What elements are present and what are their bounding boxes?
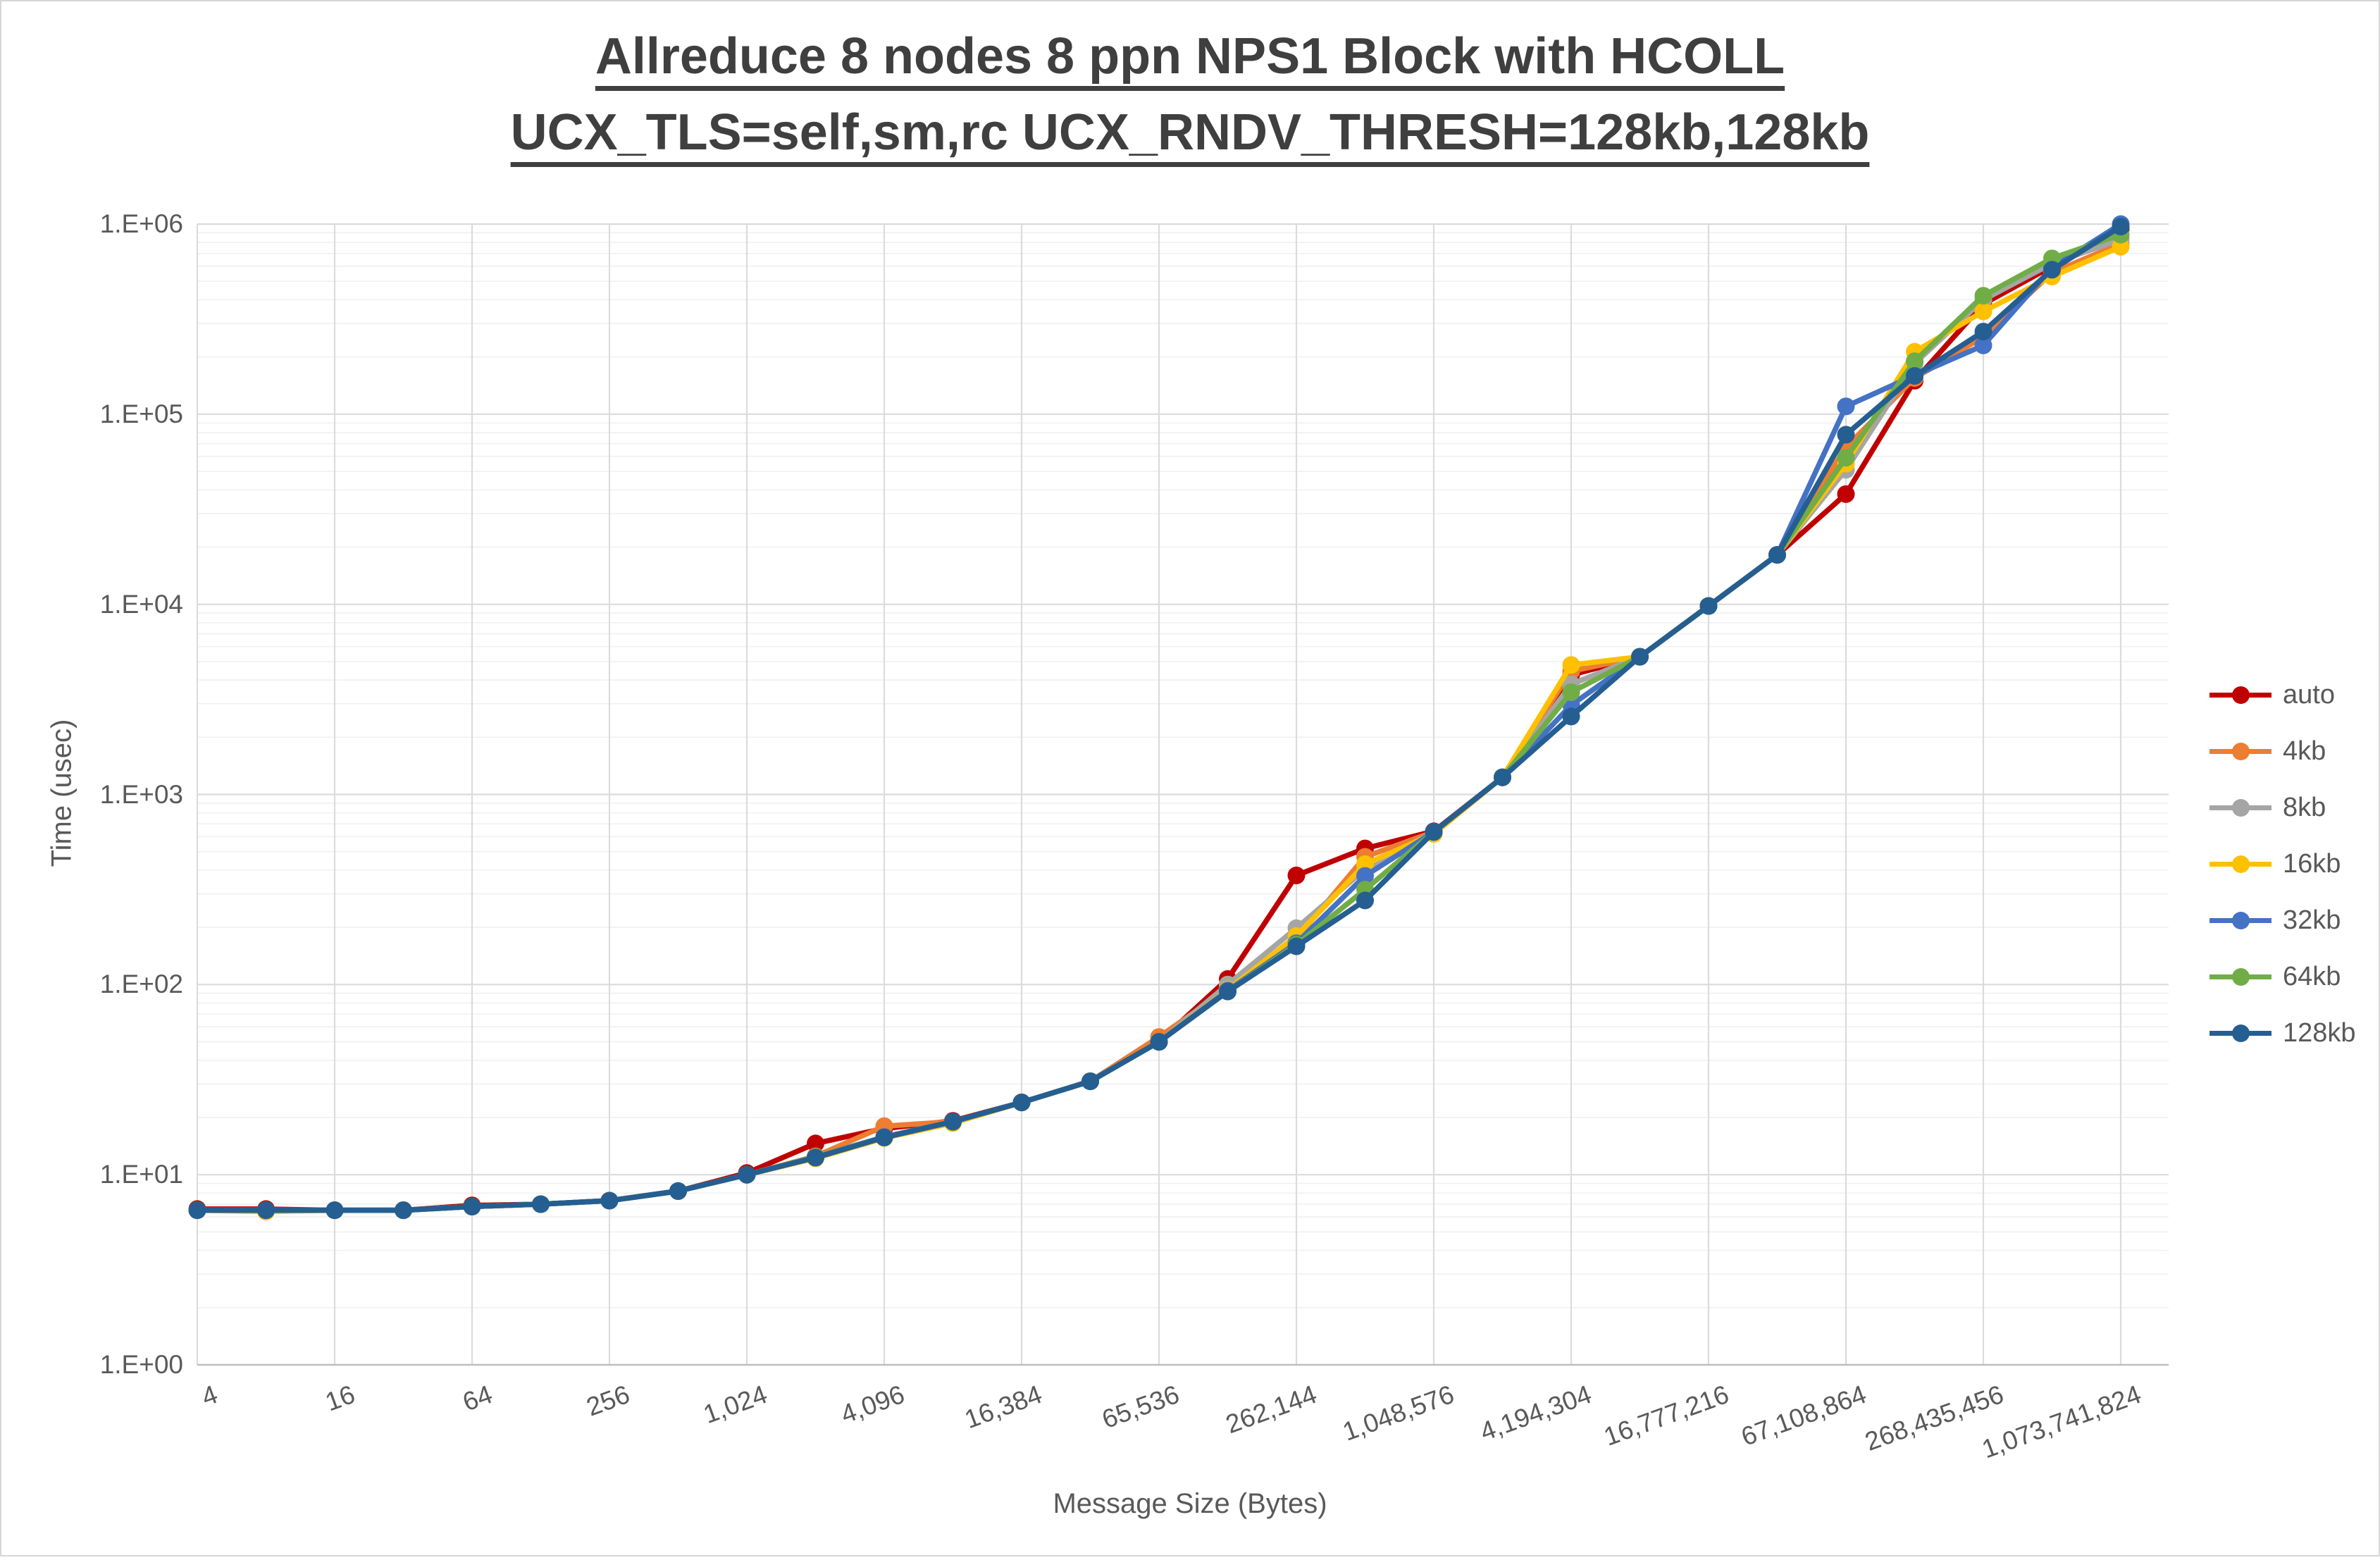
data-point-32kb <box>1974 336 1992 354</box>
data-point-128kb <box>532 1195 550 1213</box>
y-tick-label: 1.E+02 <box>99 970 183 999</box>
data-point-128kb <box>1768 546 1786 564</box>
data-point-128kb <box>326 1201 344 1220</box>
data-point-16kb <box>1974 302 1992 321</box>
data-point-64kb <box>1906 352 1923 371</box>
data-point-128kb <box>944 1113 962 1131</box>
data-point-128kb <box>738 1165 756 1184</box>
y-tick-label: 1.E+05 <box>99 399 183 428</box>
chart-title: Allreduce 8 nodes 8 ppn NPS1 Block with … <box>0 18 2380 171</box>
data-point-128kb <box>1837 426 1855 444</box>
data-point-64kb <box>1562 683 1580 701</box>
y-tick-label: 1.E+03 <box>99 779 183 809</box>
data-point-128kb <box>2112 218 2130 236</box>
y-tick-label: 1.E+00 <box>99 1350 183 1379</box>
data-point-128kb <box>1906 367 1923 385</box>
data-point-32kb <box>1356 867 1374 885</box>
legend-line-marker-icon <box>2209 962 2271 991</box>
chart-title-line2: UCX_TLS=self,sm,rc UCX_RNDV_THRESH=128kb… <box>510 104 1870 161</box>
legend-item-8kb: 8kb <box>2209 793 2356 822</box>
data-point-128kb <box>1494 768 1511 786</box>
data-point-auto <box>1837 485 1855 503</box>
legend-label: 64kb <box>2283 961 2341 991</box>
y-axis-title: Time (usec) <box>46 719 78 867</box>
legend-line-marker-icon <box>2209 681 2271 709</box>
chart-title-line1: Allreduce 8 nodes 8 ppn NPS1 Block with … <box>595 28 1785 85</box>
legend-item-32kb: 32kb <box>2209 905 2356 935</box>
legend-line-marker-icon <box>2209 906 2271 934</box>
data-point-128kb <box>257 1201 275 1220</box>
data-point-128kb <box>1012 1094 1031 1112</box>
data-point-16kb <box>2112 237 2130 256</box>
data-point-32kb <box>1837 397 1855 416</box>
legend-item-64kb: 64kb <box>2209 962 2356 991</box>
y-tick-label: 1.E+06 <box>99 209 183 238</box>
data-point-128kb <box>395 1201 412 1220</box>
y-tick-label: 1.E+01 <box>99 1160 183 1189</box>
legend-label: auto <box>2283 679 2335 710</box>
data-point-128kb <box>188 1201 206 1220</box>
data-point-128kb <box>1562 707 1580 726</box>
legend-line-marker-icon <box>2209 737 2271 765</box>
data-point-128kb <box>1287 937 1306 955</box>
data-point-128kb <box>875 1128 893 1146</box>
legend-item-128kb: 128kb <box>2209 1017 2356 1048</box>
legend-line-marker-icon <box>2209 850 2271 878</box>
legend-line-marker-icon <box>2209 793 2271 822</box>
legend: auto 4kb 8kb 16kb 32kb 64kb 128kb <box>2209 679 2356 1048</box>
legend-label: 16kb <box>2283 848 2341 879</box>
data-point-128kb <box>1425 823 1443 841</box>
data-point-128kb <box>600 1191 619 1210</box>
legend-label: 128kb <box>2283 1017 2356 1048</box>
data-point-128kb <box>463 1197 481 1215</box>
legend-line-marker-icon <box>2209 1019 2271 1047</box>
x-axis-title: Message Size (Bytes) <box>1053 1488 1327 1519</box>
data-point-auto <box>807 1134 824 1153</box>
data-point-128kb <box>1356 891 1374 910</box>
data-point-128kb <box>1631 648 1649 666</box>
data-point-128kb <box>1150 1033 1168 1051</box>
data-point-128kb <box>1081 1072 1099 1091</box>
data-point-128kb <box>807 1149 824 1167</box>
legend-label: 32kb <box>2283 905 2341 935</box>
data-point-64kb <box>1837 449 1855 467</box>
legend-label: 8kb <box>2283 792 2326 822</box>
data-point-128kb <box>1699 597 1718 615</box>
data-point-64kb <box>1974 287 1992 305</box>
y-tick-label: 1.E+04 <box>99 589 183 619</box>
data-point-128kb <box>1219 982 1237 1001</box>
data-point-auto <box>1287 866 1306 884</box>
legend-item-16kb: 16kb <box>2209 848 2356 879</box>
legend-label: 4kb <box>2283 736 2326 766</box>
data-point-128kb <box>1974 323 1992 341</box>
legend-item-4kb: 4kb <box>2209 736 2356 766</box>
data-point-16kb <box>1562 656 1580 674</box>
data-point-128kb <box>669 1182 687 1200</box>
legend-item-auto: auto <box>2209 679 2356 710</box>
data-point-128kb <box>2043 261 2061 279</box>
